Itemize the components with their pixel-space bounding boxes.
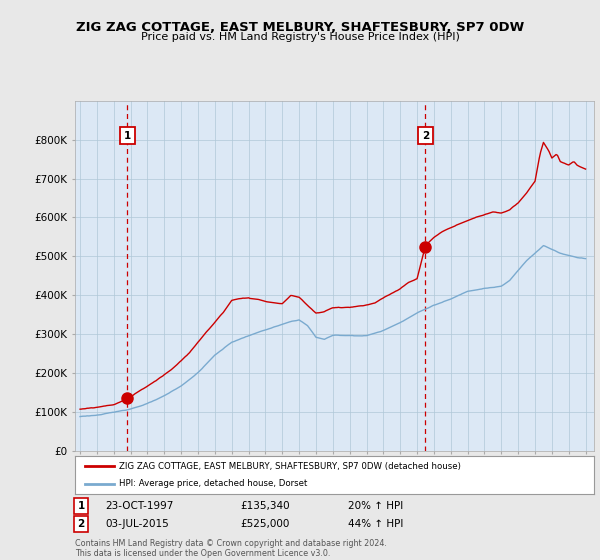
Text: Contains HM Land Registry data © Crown copyright and database right 2024.
This d: Contains HM Land Registry data © Crown c… <box>75 539 387 558</box>
Text: 1: 1 <box>124 131 131 141</box>
Text: 1: 1 <box>77 501 85 511</box>
Text: ZIG ZAG COTTAGE, EAST MELBURY, SHAFTESBURY, SP7 0DW (detached house): ZIG ZAG COTTAGE, EAST MELBURY, SHAFTESBU… <box>119 461 461 470</box>
Text: 44% ↑ HPI: 44% ↑ HPI <box>348 519 403 529</box>
Text: 03-JUL-2015: 03-JUL-2015 <box>105 519 169 529</box>
Text: £525,000: £525,000 <box>240 519 289 529</box>
Text: 2: 2 <box>77 519 85 529</box>
Text: Price paid vs. HM Land Registry's House Price Index (HPI): Price paid vs. HM Land Registry's House … <box>140 32 460 43</box>
Text: 2: 2 <box>422 131 429 141</box>
Text: HPI: Average price, detached house, Dorset: HPI: Average price, detached house, Dors… <box>119 479 307 488</box>
Text: 23-OCT-1997: 23-OCT-1997 <box>105 501 173 511</box>
Text: ZIG ZAG COTTAGE, EAST MELBURY, SHAFTESBURY, SP7 0DW: ZIG ZAG COTTAGE, EAST MELBURY, SHAFTESBU… <box>76 21 524 34</box>
Text: 20% ↑ HPI: 20% ↑ HPI <box>348 501 403 511</box>
Text: £135,340: £135,340 <box>240 501 290 511</box>
